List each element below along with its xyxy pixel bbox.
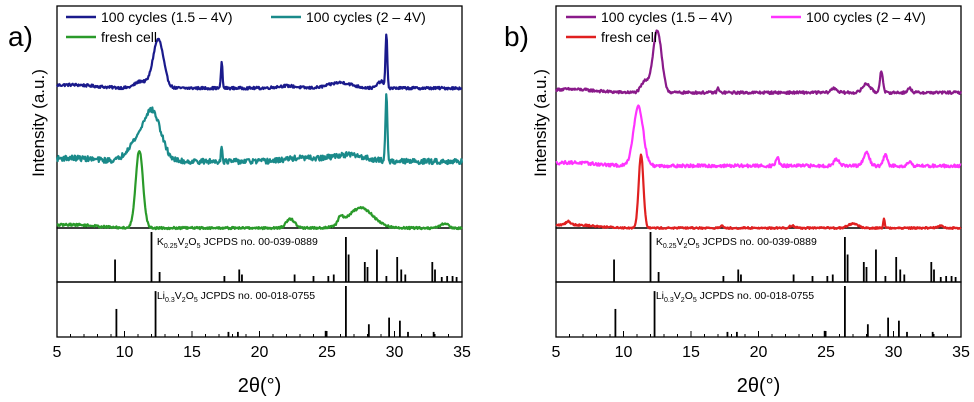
reference-label-part: Li: [656, 290, 664, 302]
x-tick-label: 35: [952, 344, 970, 361]
reference-label-part: 0.25: [164, 243, 178, 250]
legend-label: 100 cycles (2 – 4V): [306, 9, 426, 25]
reference-label: Li0.3V2O5 JCPDS no. 00-018-0755: [656, 290, 814, 304]
reference-label-part: JCPDS no. 00-018-0755: [697, 290, 814, 302]
reference-label: K0.25V2O5 JCPDS no. 00-039-0889: [656, 236, 817, 250]
x-tick-label: 25: [318, 344, 336, 361]
reference-label-part: O: [186, 290, 194, 302]
reference-label-part: V: [676, 236, 683, 248]
x-tick-label: 20: [251, 344, 269, 361]
x-tick-label: 5: [53, 344, 62, 361]
reference-label-part: V: [175, 290, 182, 302]
x-tick-label: 15: [183, 344, 201, 361]
panel-label: a): [8, 21, 33, 52]
reference-label-part: 0.25: [663, 243, 677, 250]
x-tick-label: 15: [682, 344, 700, 361]
x-tick-label: 25: [817, 344, 835, 361]
legend-label: fresh cell: [101, 29, 157, 45]
x-tick-label: 5: [552, 344, 561, 361]
series-line-2: [55, 93, 464, 166]
reference-label-part: K: [656, 236, 663, 248]
reference-label-part: 5: [194, 297, 198, 304]
series-line-3: [56, 150, 463, 231]
legend-label: fresh cell: [601, 29, 657, 45]
reference-label-part: O: [188, 236, 196, 248]
x-tick-label: 30: [386, 344, 404, 361]
reference-label-part: 2: [684, 243, 688, 250]
reference-label-part: 0.3: [165, 297, 175, 304]
reference-label-part: O: [685, 290, 693, 302]
reference-label-part: JCPDS no. 00-018-0755: [198, 290, 315, 302]
x-tick-label: 10: [615, 344, 633, 361]
reference-label-part: JCPDS no. 00-039-0889: [699, 236, 816, 248]
series-line-2: [555, 104, 962, 169]
x-tick-label: 10: [116, 344, 134, 361]
reference-label-part: K: [157, 236, 164, 248]
reference-label-part: V: [177, 236, 184, 248]
reference-label: Li0.3V2O5 JCPDS no. 00-018-0755: [157, 290, 315, 304]
x-tick-label: 20: [750, 344, 768, 361]
reference-label-part: 2: [681, 297, 685, 304]
panel-label: b): [504, 21, 529, 52]
x-axis-label: 2θ(°): [238, 375, 282, 397]
reference-label-part: 5: [693, 297, 697, 304]
series-line-1: [554, 29, 963, 96]
reference-label-part: 0.3: [664, 297, 674, 304]
series-line-3: [555, 153, 962, 230]
reference-label-part: 2: [182, 297, 186, 304]
reference-label-part: JCPDS no. 00-039-0889: [200, 236, 317, 248]
reference-label-part: 2: [185, 243, 189, 250]
legend-label: 100 cycles (1.5 – 4V): [101, 9, 233, 25]
reference-label-part: O: [687, 236, 695, 248]
x-axis-label: 2θ(°): [737, 375, 781, 397]
series-line-1: [56, 33, 463, 91]
reference-label-part: 5: [197, 243, 201, 250]
reference-label-part: V: [674, 290, 681, 302]
legend-label: 100 cycles (2 – 4V): [806, 9, 926, 25]
x-tick-label: 35: [453, 344, 471, 361]
y-axis-label: Intensity (a.u.): [531, 69, 550, 177]
x-tick-label: 30: [885, 344, 903, 361]
reference-label-part: Li: [157, 290, 165, 302]
y-axis-label: Intensity (a.u.): [29, 69, 48, 177]
reference-label: K0.25V2O5 JCPDS no. 00-039-0889: [157, 236, 318, 250]
reference-label-part: 5: [696, 243, 700, 250]
legend-label: 100 cycles (1.5 – 4V): [601, 9, 733, 25]
